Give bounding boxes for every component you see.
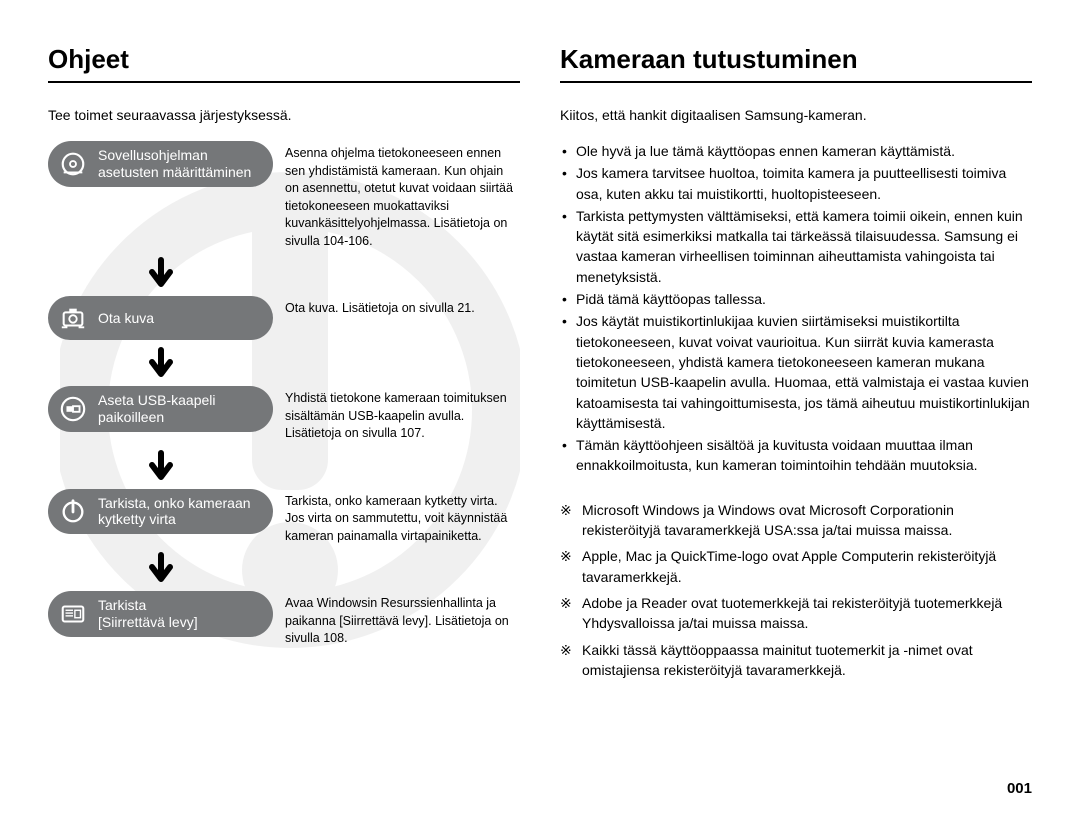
disc-icon xyxy=(58,149,88,179)
step-label: Sovellusohjelman asetusten määrittäminen xyxy=(98,147,261,181)
step-label: Aseta USB-kaapeli paikoilleen xyxy=(98,392,261,426)
step-row: Ota kuva Ota kuva. Lisätietoja on sivull… xyxy=(48,296,520,340)
step-label: Tarkista [Siirrettävä levy] xyxy=(98,597,261,631)
step-pill-power: Tarkista, onko kameraan kytketty virta xyxy=(48,489,273,535)
drive-icon xyxy=(58,599,88,629)
list-item: Jos kamera tarvitsee huoltoa, toimita ka… xyxy=(560,163,1032,204)
step-pill-shoot: Ota kuva xyxy=(48,296,273,340)
step-arrow xyxy=(48,545,273,591)
left-heading: Ohjeet xyxy=(48,44,520,83)
step-row: Tarkista, onko kameraan kytketty virta T… xyxy=(48,489,520,546)
list-item: Pidä tämä käyttöopas tallessa. xyxy=(560,289,1032,309)
list-item: Apple, Mac ja QuickTime-logo ovat Apple … xyxy=(560,546,1032,587)
step-arrow xyxy=(48,443,273,489)
list-item: Microsoft Windows ja Windows ovat Micros… xyxy=(560,500,1032,541)
step-arrow xyxy=(48,250,273,296)
step-desc: Avaa Windowsin Resurssienhallinta ja pai… xyxy=(285,591,515,648)
step-pill-usb: Aseta USB-kaapeli paikoilleen xyxy=(48,386,273,432)
step-desc: Ota kuva. Lisätietoja on sivulla 21. xyxy=(285,296,515,318)
step-label: Tarkista, onko kameraan kytketty virta xyxy=(98,495,261,529)
step-label: Ota kuva xyxy=(98,310,261,327)
left-column: Ohjeet Tee toimet seuraavassa järjestyks… xyxy=(48,44,520,795)
notes-list: Microsoft Windows ja Windows ovat Micros… xyxy=(560,500,1032,680)
bullet-list: Ole hyvä ja lue tämä käyttöopas ennen ka… xyxy=(560,141,1032,476)
steps-list: Sovellusohjelman asetusten määrittäminen… xyxy=(48,141,520,648)
step-desc: Tarkista, onko kameraan kytketty virta. … xyxy=(285,489,515,546)
step-pill-drive: Tarkista [Siirrettävä levy] xyxy=(48,591,273,637)
right-intro: Kiitos, että hankit digitaalisen Samsung… xyxy=(560,107,1032,123)
list-item: Tämän käyttöohjeen sisältöä ja kuvitusta… xyxy=(560,435,1032,476)
list-item: Adobe ja Reader ovat tuotemerkkejä tai r… xyxy=(560,593,1032,634)
step-arrow xyxy=(48,340,273,386)
camera-icon xyxy=(58,303,88,333)
list-item: Tarkista pettymysten välttämiseksi, että… xyxy=(560,206,1032,287)
list-item: Ole hyvä ja lue tämä käyttöopas ennen ka… xyxy=(560,141,1032,161)
list-item: Kaikki tässä käyttöoppaassa mainitut tuo… xyxy=(560,640,1032,681)
step-pill-software: Sovellusohjelman asetusten määrittäminen xyxy=(48,141,273,187)
right-column: Kameraan tutustuminen Kiitos, että hanki… xyxy=(560,44,1032,795)
step-row: Tarkista [Siirrettävä levy] Avaa Windows… xyxy=(48,591,520,648)
left-intro: Tee toimet seuraavassa järjestyksessä. xyxy=(48,107,520,123)
plug-icon xyxy=(58,394,88,424)
power-icon xyxy=(58,496,88,526)
right-heading: Kameraan tutustuminen xyxy=(560,44,1032,83)
step-desc: Yhdistä tietokone kameraan toimituksen s… xyxy=(285,386,515,443)
step-desc: Asenna ohjelma tietokoneeseen ennen sen … xyxy=(285,141,515,250)
step-row: Aseta USB-kaapeli paikoilleen Yhdistä ti… xyxy=(48,386,520,443)
list-item: Jos käytät muistikortinlukijaa kuvien si… xyxy=(560,311,1032,433)
step-row: Sovellusohjelman asetusten määrittäminen… xyxy=(48,141,520,250)
